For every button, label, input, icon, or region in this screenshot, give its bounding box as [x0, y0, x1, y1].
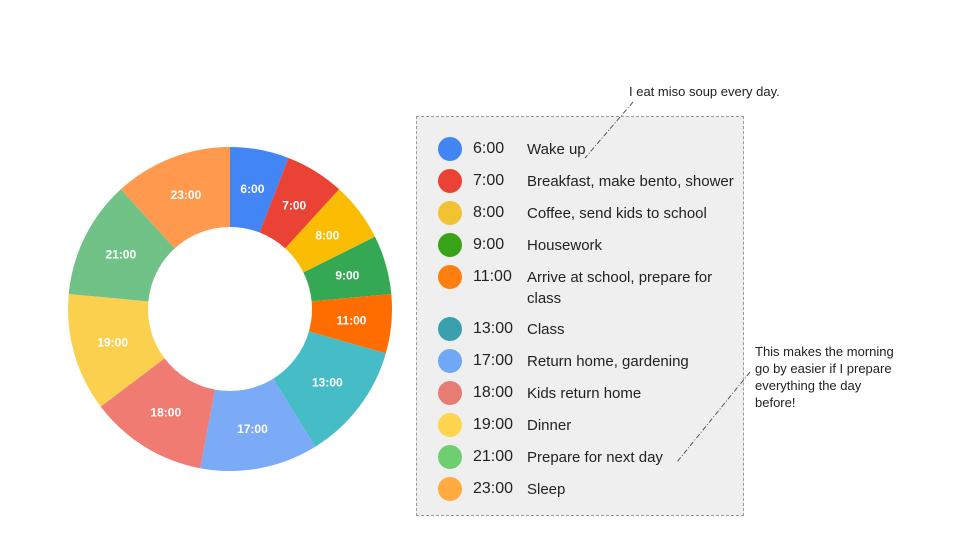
donut-slice [200, 378, 316, 471]
legend-time: 21:00 [473, 448, 514, 465]
legend-time: 19:00 [473, 416, 514, 433]
legend-activity: Sleep [527, 481, 566, 498]
legend-color-dot [438, 233, 462, 257]
donut-chart: 6:00 7:00 8:00 9:00 11:00 13:00 17:00 18:00 19:0… [68, 147, 392, 471]
legend-activity: Class [527, 321, 565, 338]
legend-color-dot [438, 381, 462, 405]
donut-slice [259, 157, 340, 249]
legend-time: 13:00 [473, 320, 514, 337]
legend-activity: Kids return home [527, 385, 642, 402]
donut-slice [230, 147, 289, 233]
legend-color-dot [438, 317, 462, 341]
donut-slice [68, 189, 175, 302]
legend-color-dot [438, 201, 462, 225]
legend-time: 23:00 [473, 480, 514, 497]
legend-color-dot [438, 445, 462, 469]
legend-activity: Coffee, send kids to school [527, 205, 707, 222]
legend-time: 8:00 [473, 204, 505, 221]
legend-color-dot [438, 349, 462, 373]
donut-slice [273, 331, 386, 447]
slice-label: 13:00 [312, 376, 343, 390]
donut-slice [303, 236, 392, 302]
legend-color-dot [438, 265, 462, 289]
legend-box: 6:00 Wake up 7:00 Breakfast, make bento, sh… [416, 116, 744, 516]
legend-color-dot [438, 477, 462, 501]
miso-note: I eat miso soup every day. [629, 84, 780, 99]
legend-color-dot [438, 137, 462, 161]
donut-slice [100, 358, 215, 469]
slice-label: 18:00 [150, 406, 181, 420]
legend-time: 11:00 [473, 268, 512, 285]
slice-label: 9:00 [335, 269, 359, 283]
legend-time: 18:00 [473, 384, 514, 401]
slice-label: 8:00 [315, 228, 339, 242]
slice-label: 19:00 [97, 335, 128, 349]
donut-slice [68, 294, 165, 407]
legend-time: 17:00 [473, 352, 514, 369]
slice-label: 11:00 [336, 313, 366, 327]
legend-time: 9:00 [473, 236, 505, 253]
legend-color-dot [438, 169, 462, 193]
donut-slice [308, 294, 392, 354]
legend-activity: Arrive at school, prepare for class [527, 269, 713, 307]
donut-slice [285, 189, 376, 273]
legend-activity: Housework [527, 237, 603, 254]
legend-activity: Wake up [527, 141, 586, 158]
slice-label: 21:00 [105, 248, 136, 262]
slice-label: 7:00 [282, 198, 306, 212]
legend-activity: Return home, gardening [527, 353, 689, 370]
slice-label: 17:00 [237, 422, 268, 436]
legend-color-dot [438, 413, 462, 437]
slice-label: 23:00 [171, 188, 202, 202]
prepare-note: This makes the morning go by easier if I… [755, 344, 894, 410]
legend-activity: Breakfast, make bento, shower [527, 173, 734, 190]
prepare-leader-line [676, 371, 751, 463]
slice-label: 6:00 [240, 182, 264, 196]
legend-activity: Dinner [527, 417, 572, 434]
legend-time: 6:00 [473, 140, 505, 157]
legend-activity: Prepare for next day [527, 449, 663, 466]
legend-time: 7:00 [473, 172, 505, 189]
donut-slice [120, 147, 230, 249]
miso-leader-line [584, 101, 634, 159]
